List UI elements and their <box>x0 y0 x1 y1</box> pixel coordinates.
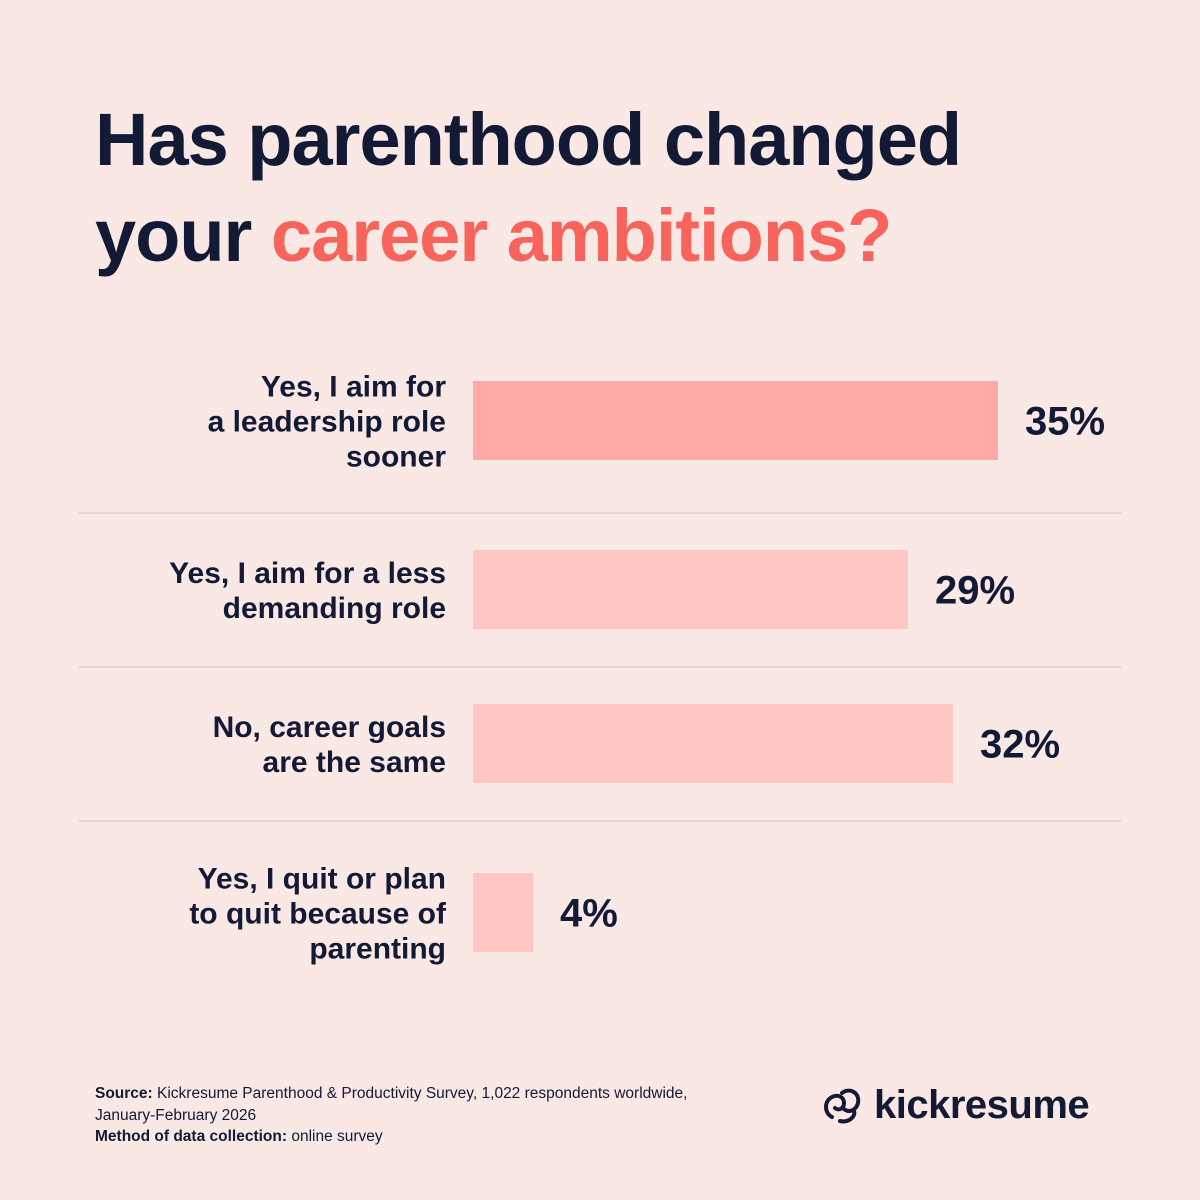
category-label: Yes, I quit or plan to quit because of par… <box>189 863 447 966</box>
brand-logo: kickresume <box>820 1078 1090 1132</box>
source-line-2: January-February 2026 <box>95 1106 257 1124</box>
value-label: 29% <box>935 569 1015 613</box>
category-label-line: demanding role <box>223 592 446 625</box>
category-label-line: Yes, I aim for a less <box>169 557 446 590</box>
bar <box>473 704 953 783</box>
source-text: Kickresume Parenthood & Productivity Sur… <box>152 1085 688 1102</box>
bar <box>473 381 998 460</box>
category-label-line: sooner <box>346 441 446 474</box>
kickresume-logo-icon <box>820 1083 864 1127</box>
chart-title: Has parenthood changed your career ambit… <box>95 92 1155 284</box>
category-label-line: are the same <box>263 746 446 779</box>
title-line2-accent: career ambitions? <box>270 194 892 277</box>
title-line1: Has parenthood changed <box>95 98 962 181</box>
category-label-line: parenting <box>309 933 446 966</box>
footer-note: Source: Kickresume Parenthood & Producti… <box>95 1083 795 1148</box>
category-label-line: No, career goals <box>213 711 446 744</box>
category-label: Yes, I aim for a less demanding role <box>169 557 446 625</box>
category-label-line: Yes, I quit or plan <box>198 863 446 896</box>
value-label: 4% <box>560 892 618 936</box>
bar <box>473 550 908 629</box>
method-text: online survey <box>287 1128 383 1145</box>
brand-name: kickresume <box>874 1082 1090 1127</box>
value-label: 35% <box>1025 400 1105 444</box>
category-label: No, career goals are the same <box>213 711 446 779</box>
method-line: Method of data collection: online survey <box>95 1126 795 1148</box>
source-line: Source: Kickresume Parenthood & Producti… <box>95 1083 795 1105</box>
method-label: Method of data collection: <box>95 1128 288 1145</box>
value-label: 32% <box>980 723 1060 767</box>
source-label: Source: <box>95 1085 153 1102</box>
title-line2-plain: your <box>95 194 271 277</box>
category-label-line: a leadership role <box>208 406 446 439</box>
category-label-line: to quit because of <box>189 898 447 931</box>
category-label: Yes, I aim for a leadership role sooner <box>208 371 447 474</box>
category-label-line: Yes, I aim for <box>261 371 446 404</box>
bar <box>473 873 533 952</box>
